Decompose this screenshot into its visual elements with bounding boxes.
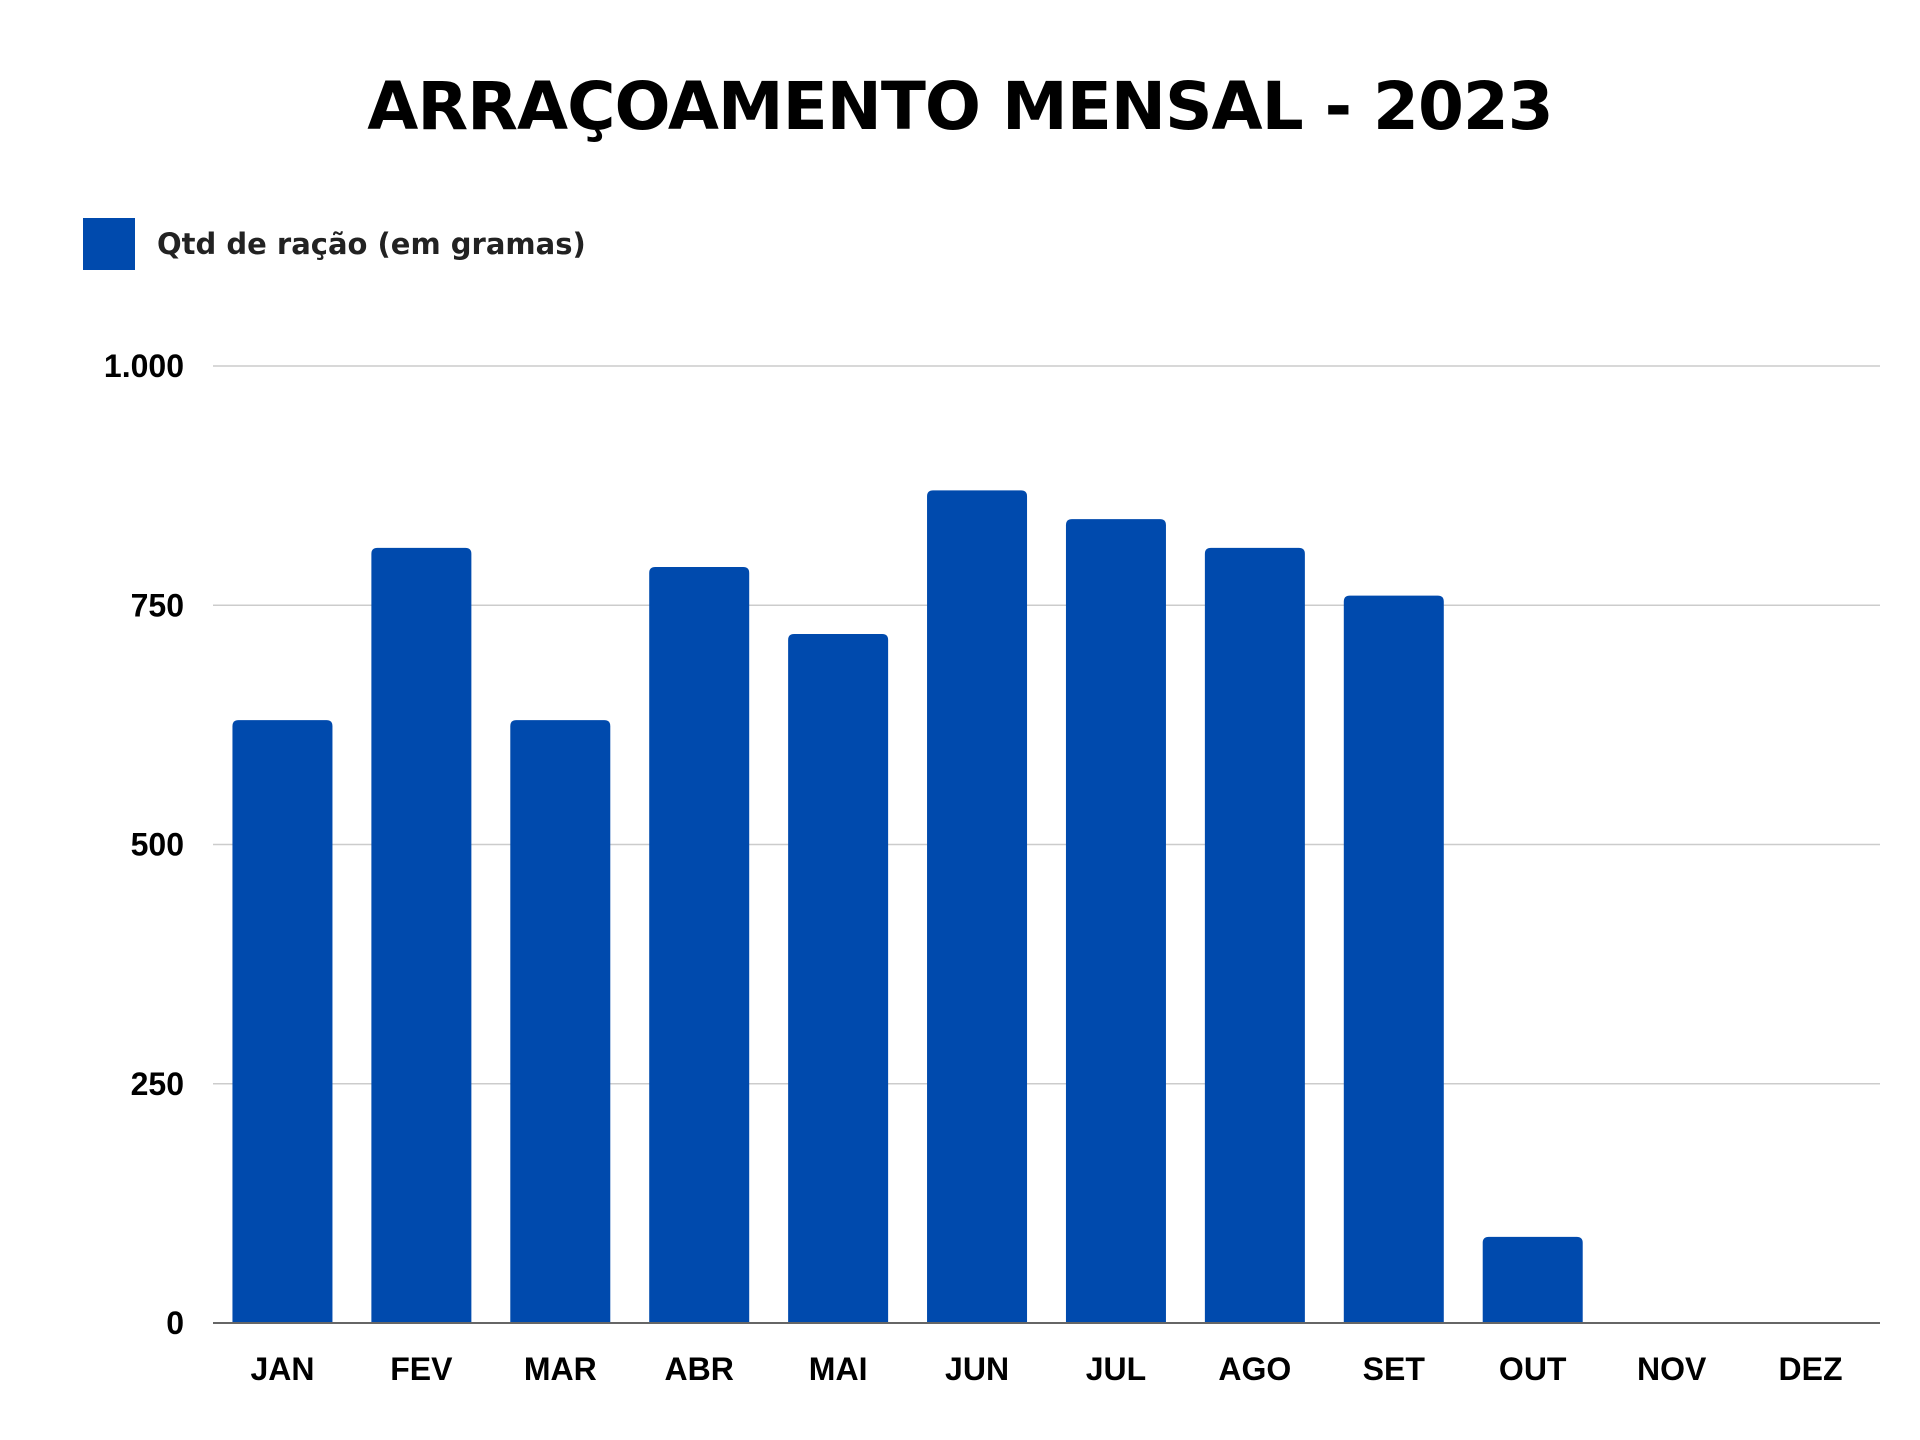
y-tick-label: 750 — [131, 587, 184, 623]
x-tick-label: JUL — [1086, 1351, 1146, 1387]
y-axis-tick-labels: 0 250 500 750 1.000 — [104, 348, 184, 1341]
bar-jan — [232, 720, 333, 1323]
x-tick-label: NOV — [1637, 1351, 1707, 1387]
legend-swatch — [83, 218, 135, 270]
bar-mai — [788, 633, 889, 1323]
bar-out — [1482, 1236, 1583, 1323]
legend: Qtd de ração (em gramas) — [83, 218, 586, 270]
y-tick-label: 250 — [131, 1066, 184, 1102]
y-tick-label: 1.000 — [104, 348, 184, 384]
legend-label: Qtd de ração (em gramas) — [157, 227, 586, 261]
x-tick-label: AGO — [1218, 1351, 1291, 1387]
chart-title: ARRAÇOAMENTO MENSAL - 2023 — [367, 68, 1553, 145]
bar-fev — [371, 547, 472, 1323]
x-tick-label: SET — [1363, 1351, 1426, 1387]
x-tick-label: OUT — [1499, 1351, 1567, 1387]
x-tick-label: JUN — [945, 1351, 1009, 1387]
y-tick-label: 500 — [131, 827, 184, 863]
x-tick-label: MAI — [809, 1351, 868, 1387]
grid-lines — [213, 365, 1880, 1085]
bar-ago — [1204, 547, 1305, 1323]
y-tick-label: 0 — [166, 1305, 184, 1341]
x-tick-label: MAR — [524, 1351, 597, 1387]
bar-jul — [1065, 519, 1166, 1323]
x-tick-label: DEZ — [1779, 1351, 1843, 1387]
bars — [232, 490, 1583, 1323]
x-axis-tick-labels: JAN FEV MAR ABR MAI JUN JUL AGO SET OUT NOV DEZ — [250, 1351, 1842, 1387]
x-tick-label: FEV — [390, 1351, 453, 1387]
bar-jun — [927, 490, 1028, 1323]
bar-mar — [510, 720, 611, 1323]
bar-abr — [649, 566, 750, 1323]
bar-set — [1343, 595, 1444, 1323]
x-tick-label: ABR — [665, 1351, 734, 1387]
x-tick-label: JAN — [250, 1351, 314, 1387]
